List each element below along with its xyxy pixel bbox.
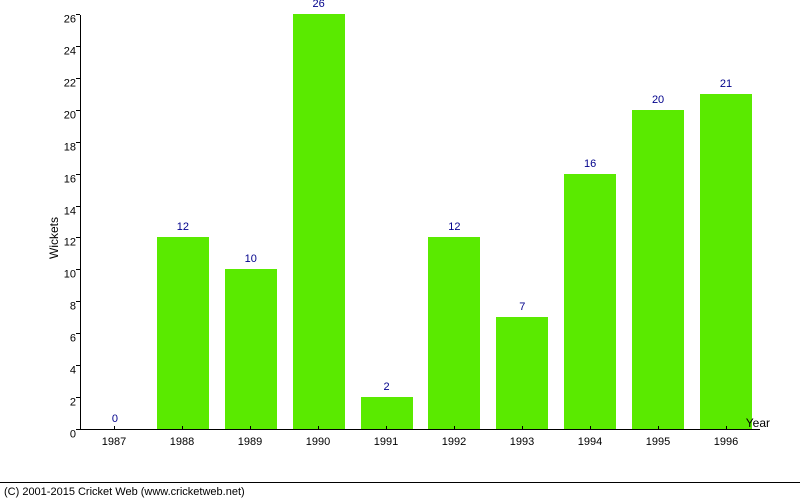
- bar-value-label: 10: [245, 253, 257, 265]
- bar-value-label: 0: [112, 413, 118, 425]
- y-tick-mark: [76, 206, 80, 207]
- y-tick-label: 10: [64, 270, 76, 281]
- bars-container: 01210262127162021: [81, 15, 760, 429]
- y-tick-label: 14: [64, 206, 76, 217]
- x-axis-label: Year: [746, 416, 770, 430]
- chart-area: Wickets 02468101214161820222426 01210262…: [50, 15, 770, 460]
- y-tick-label: 22: [64, 78, 76, 89]
- y-tick-label: 8: [70, 302, 76, 313]
- x-tick-label: 1988: [156, 430, 208, 460]
- bar-value-label: 26: [312, 0, 324, 10]
- y-tick-label: 2: [70, 398, 76, 409]
- x-tick-label: 1994: [564, 430, 616, 460]
- y-tick-label: 16: [64, 174, 76, 185]
- y-tick-mark: [76, 46, 80, 47]
- data-bar: 16: [564, 174, 616, 429]
- x-tick-label: 1987: [88, 430, 140, 460]
- y-tick-mark: [76, 237, 80, 238]
- plot-region: 01210262127162021: [80, 15, 760, 430]
- x-tick-label: 1996: [700, 430, 752, 460]
- y-tick-mark: [76, 174, 80, 175]
- y-tick-mark: [76, 301, 80, 302]
- x-tick-label: 1992: [428, 430, 480, 460]
- bar-value-label: 2: [383, 381, 389, 393]
- y-tick-mark: [76, 397, 80, 398]
- data-bar: 26: [293, 14, 345, 429]
- copyright-footer: (C) 2001-2015 Cricket Web (www.cricketwe…: [0, 482, 800, 500]
- y-tick-label: 20: [64, 110, 76, 121]
- data-bar: 10: [225, 269, 277, 429]
- y-tick-label: 26: [64, 15, 76, 26]
- x-tick-label: 1990: [292, 430, 344, 460]
- bar-value-label: 12: [448, 221, 460, 233]
- y-tick-mark: [76, 333, 80, 334]
- y-tick-mark: [76, 110, 80, 111]
- bar-value-label: 21: [720, 78, 732, 90]
- x-ticks: 1987 1988 1989 1990 1991 1992 1993 1994 1995 1996: [80, 430, 760, 460]
- y-tick-label: 4: [70, 366, 76, 377]
- y-tick-mark: [76, 142, 80, 143]
- x-tick-label: 1995: [632, 430, 684, 460]
- data-bar: 12: [428, 237, 480, 429]
- y-tick-mark: [76, 269, 80, 270]
- y-tick-label: 6: [70, 334, 76, 345]
- x-tick-label: 1989: [224, 430, 276, 460]
- x-tick-label: 1993: [496, 430, 548, 460]
- y-tick-mark: [76, 14, 80, 15]
- y-tick-label: 18: [64, 142, 76, 153]
- copyright-text: (C) 2001-2015 Cricket Web (www.cricketwe…: [4, 486, 245, 498]
- y-tick-label: 12: [64, 238, 76, 249]
- bar-value-label: 7: [519, 301, 525, 313]
- y-tick-mark: [76, 365, 80, 366]
- data-bar: 12: [157, 237, 209, 429]
- data-bar: 7: [496, 317, 548, 429]
- y-tick-label: 24: [64, 46, 76, 57]
- data-bar: 2: [361, 397, 413, 429]
- y-tick-mark: [76, 78, 80, 79]
- data-bar: 20: [632, 110, 684, 429]
- bar-value-label: 20: [652, 94, 664, 106]
- bar-value-label: 12: [177, 221, 189, 233]
- data-bar: 21: [700, 94, 752, 429]
- x-tick-label: 1991: [360, 430, 412, 460]
- y-tick-mark: [76, 429, 80, 430]
- y-tick-label: 0: [70, 430, 76, 441]
- bar-value-label: 16: [584, 158, 596, 170]
